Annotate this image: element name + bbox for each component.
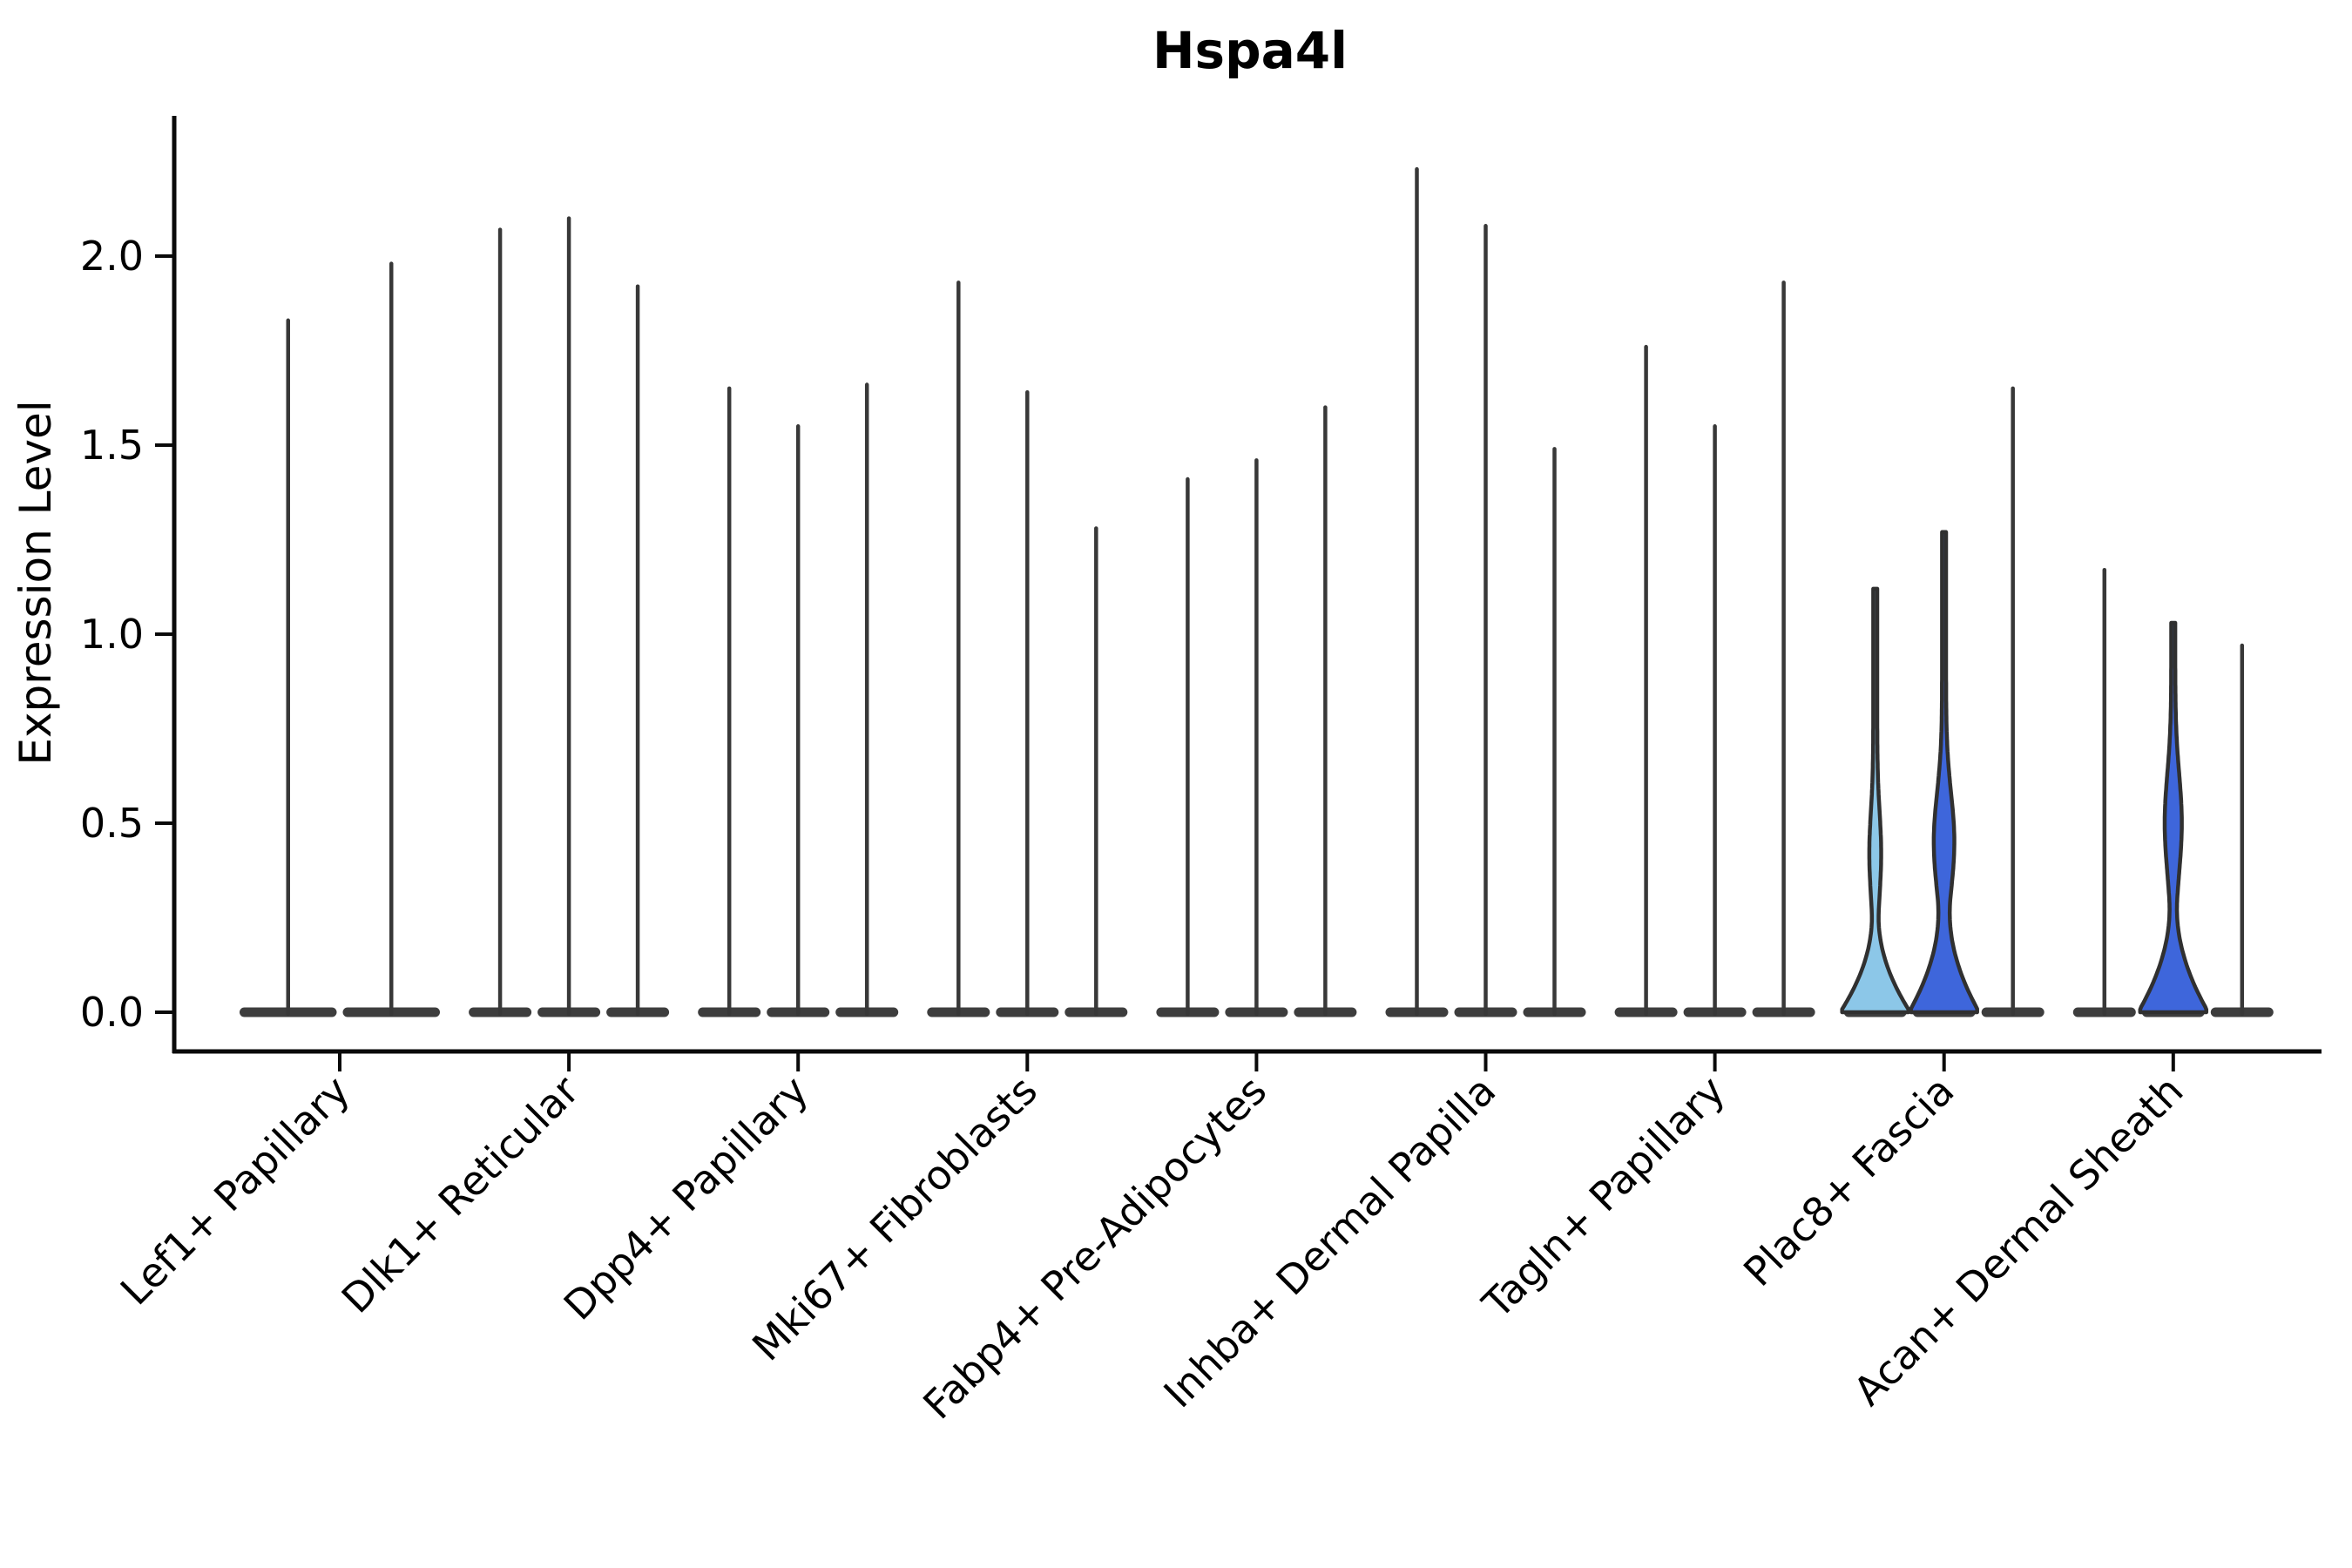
- y-axis-label: Expression Level: [10, 400, 61, 765]
- y-tick-label: 0.0: [80, 989, 144, 1036]
- violin-group: [240, 261, 440, 1017]
- violin-group: [927, 280, 1128, 1017]
- x-tick-label: Dlk1+ Reticular: [333, 1067, 588, 1322]
- violin-group: [2072, 567, 2274, 1017]
- ticks-layer: [155, 254, 2175, 1071]
- violin-group: [1385, 166, 1586, 1017]
- y-tick-label: 1.5: [80, 422, 144, 469]
- y-tick-label: 2.0: [80, 233, 144, 280]
- y-tick-label: 0.5: [80, 800, 144, 847]
- violin-group: [698, 382, 899, 1017]
- violin-group: [1840, 386, 2044, 1017]
- violins-layer: [240, 166, 2274, 1017]
- x-tick-label: Lef1+ Papillary: [112, 1067, 359, 1315]
- violin-body-filled: [2138, 620, 2209, 1015]
- x-tick-label: Plac8+ Fascia: [1734, 1067, 1963, 1295]
- axes-layer: [172, 116, 2322, 1054]
- violin-body-filled: [1840, 586, 1910, 1015]
- violin-group: [469, 216, 670, 1017]
- chart-title: Hspa4l: [1152, 21, 1348, 80]
- x-tick-label: Dpp4+ Papillary: [555, 1067, 817, 1329]
- violin-body-filled: [1909, 530, 1979, 1015]
- y-tick-label: 1.0: [80, 611, 144, 658]
- violin-group: [1614, 280, 1815, 1017]
- violin-group: [1156, 405, 1357, 1017]
- x-tick-label: Tagln+ Papillary: [1473, 1067, 1734, 1328]
